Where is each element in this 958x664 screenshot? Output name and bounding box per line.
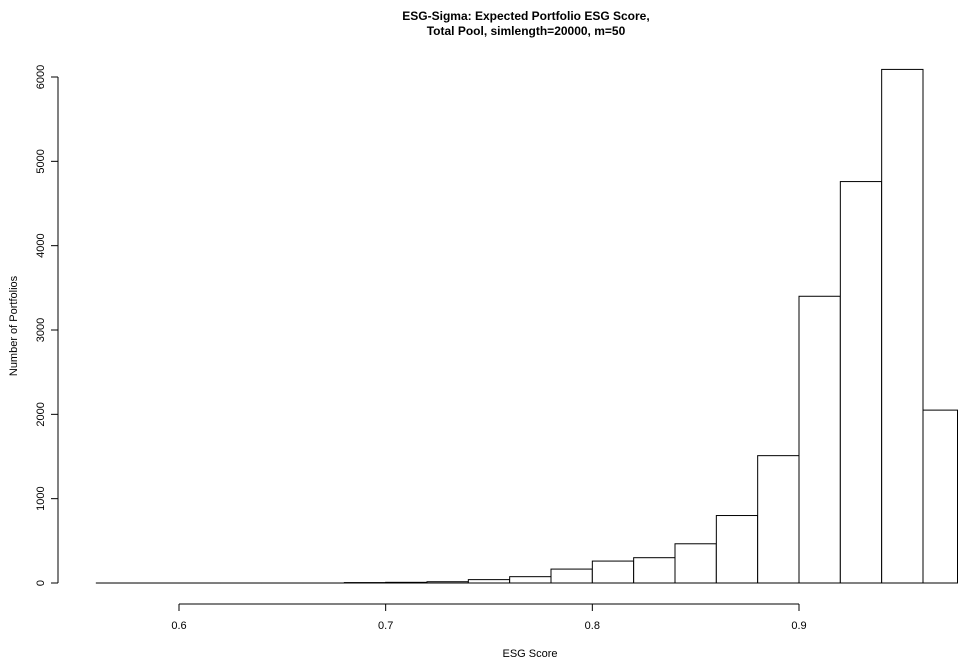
histogram-bar [550, 568, 593, 584]
histogram-bar [385, 581, 428, 584]
y-axis: 0 1000 2000 3000 4000 5000 6000 [35, 65, 59, 586]
histogram-bar [798, 295, 841, 584]
x-tick-label: 0.7 [378, 620, 393, 632]
histogram-bar [633, 557, 676, 584]
y-tick-label: 5000 [35, 149, 47, 173]
histogram-bar [591, 560, 635, 584]
x-axis-label: ESG Score [502, 648, 557, 660]
y-tick-label: 4000 [35, 233, 47, 257]
histogram-bar [922, 409, 958, 584]
y-tick-label: 1000 [35, 486, 47, 510]
y-axis-label: Number of Portfolios [8, 275, 20, 376]
x-tick-label: 0.9 [791, 620, 806, 632]
histogram-bar [674, 543, 717, 584]
y-tick-label: 6000 [35, 65, 47, 89]
histogram-bar [467, 579, 511, 584]
histogram-bars [95, 68, 958, 584]
histogram-bar [757, 455, 800, 584]
x-tick-label: 0.8 [585, 620, 600, 632]
chart-title-line-2: Total Pool, simlength=20000, m=50 [427, 24, 626, 38]
chart-title-line-1: ESG-Sigma: Expected Portfolio ESG Score, [402, 9, 649, 23]
x-tick-label: 0.6 [171, 620, 186, 632]
y-tick-label: 3000 [35, 318, 47, 342]
histogram-bar [426, 581, 469, 584]
x-axis: 0.6 0.7 0.8 0.9 [171, 603, 807, 632]
y-tick-label: 0 [35, 580, 47, 586]
histogram-bar [715, 515, 759, 584]
histogram-bar [509, 576, 552, 584]
y-tick-label: 2000 [35, 402, 47, 426]
histogram-bar [881, 68, 924, 584]
histogram-bar [839, 181, 883, 584]
